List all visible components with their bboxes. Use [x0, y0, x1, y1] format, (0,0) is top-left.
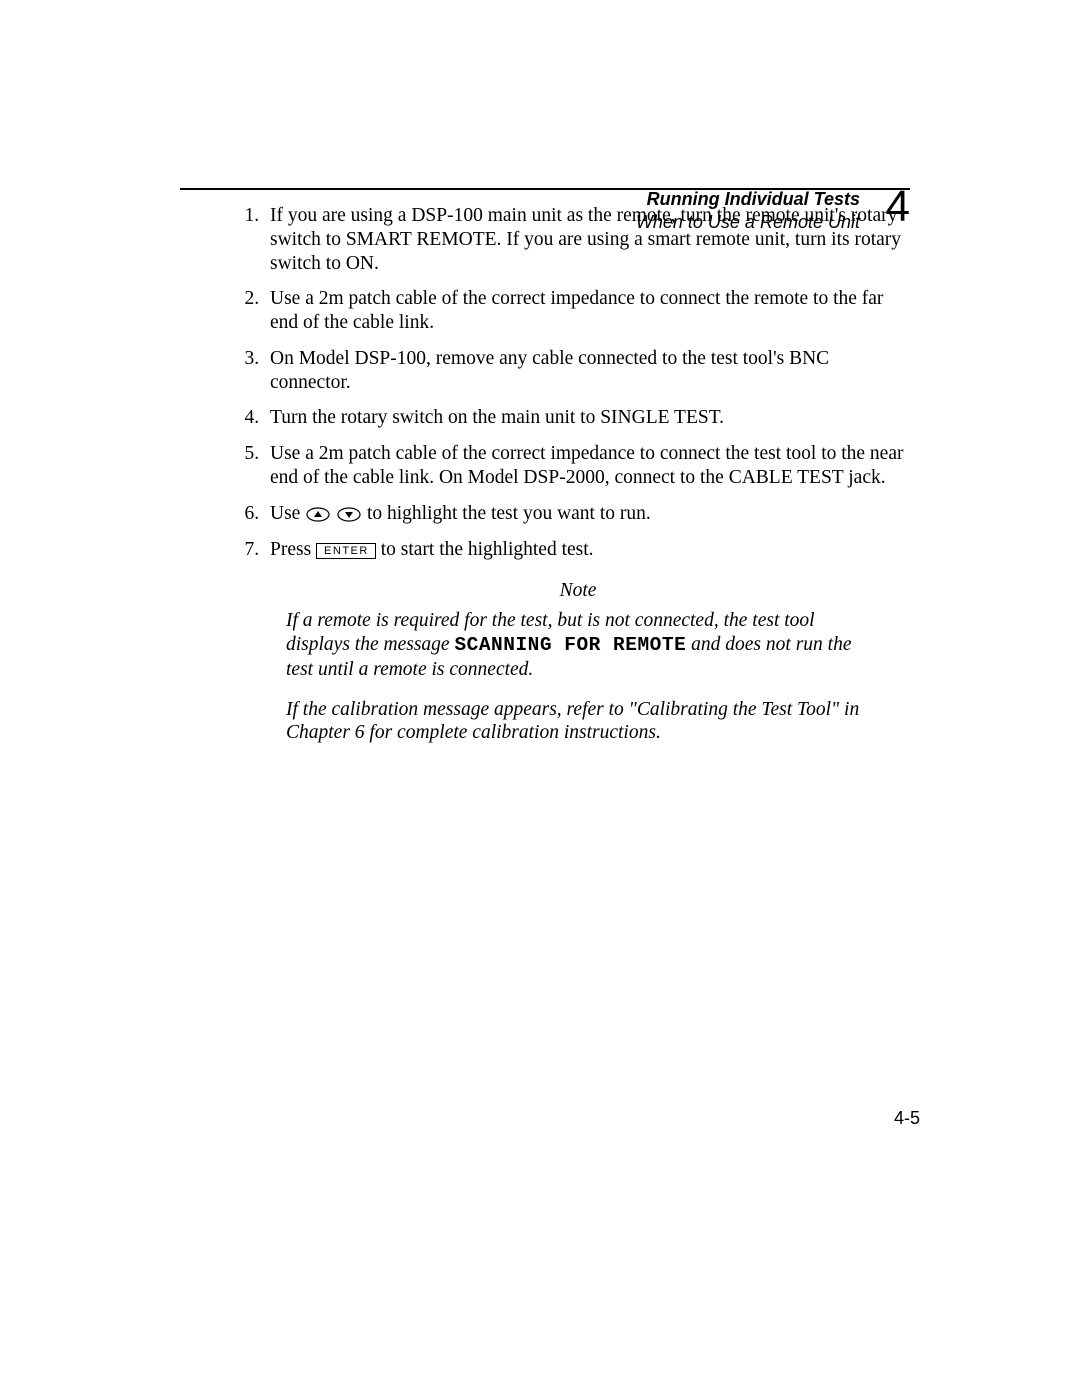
step-6-text-b: to highlight the test you want to run.: [362, 503, 651, 524]
note-paragraph-2: If the calibration message appears, refe…: [286, 698, 870, 746]
header-title: Running Individual Tests: [636, 188, 860, 211]
step-6: Use to highlight the test you want to ru…: [264, 502, 910, 526]
step-6-text-a: Use: [270, 503, 305, 524]
step-3: On Model DSP-100, remove any cable conne…: [264, 347, 910, 395]
header-subtitle: When to Use a Remote Unit: [636, 211, 860, 234]
step-list: If you are using a DSP-100 main unit as …: [232, 204, 910, 561]
step-4: Turn the rotary switch on the main unit …: [264, 406, 910, 430]
step-7-text-a: Press: [270, 539, 316, 560]
step-2: Use a 2m patch cable of the correct impe…: [264, 287, 910, 335]
note-paragraph-1: If a remote is required for the test, bu…: [286, 609, 870, 681]
page-header: Running Individual Tests When to Use a R…: [180, 188, 910, 190]
step-5: Use a 2m patch cable of the correct impe…: [264, 442, 910, 490]
step-7-text-b: to start the highlighted test.: [376, 539, 594, 560]
body-content: If you are using a DSP-100 main unit as …: [232, 204, 910, 745]
enter-key-icon: ENTER: [316, 543, 376, 559]
note-block: Note If a remote is required for the tes…: [286, 579, 870, 745]
step-7: Press ENTER to start the highlighted tes…: [264, 538, 910, 562]
arrow-up-icon: [306, 507, 330, 522]
chapter-number: 4: [886, 182, 910, 232]
header-text-block: Running Individual Tests When to Use a R…: [636, 188, 860, 233]
page-number: 4-5: [894, 1108, 920, 1129]
lcd-message: SCANNING FOR REMOTE: [454, 634, 686, 656]
document-page: Running Individual Tests When to Use a R…: [0, 0, 1080, 1397]
arrow-down-icon: [337, 507, 361, 522]
note-heading: Note: [286, 579, 870, 603]
